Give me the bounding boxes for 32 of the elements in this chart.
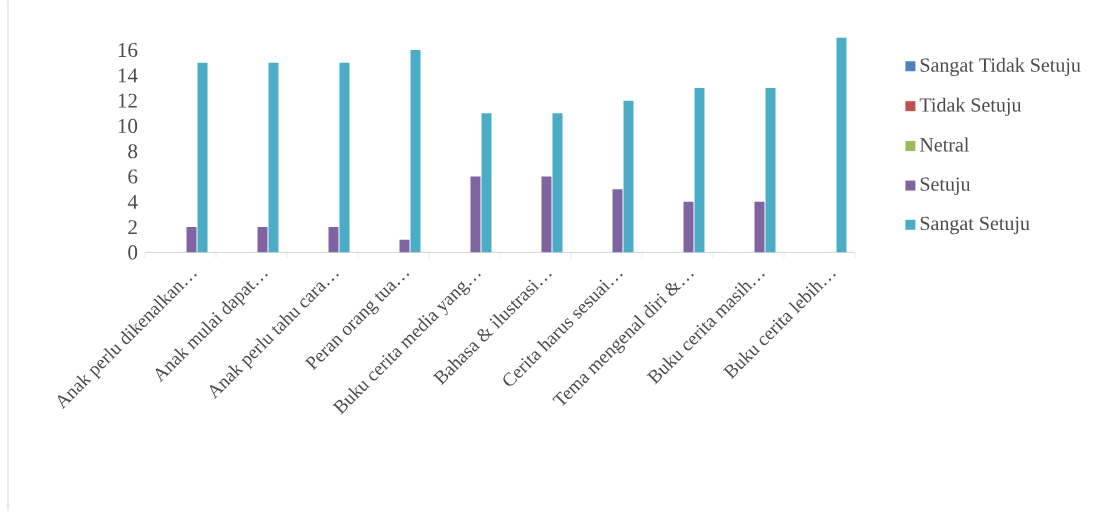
bar [623,100,634,253]
legend-label: Sangat Tidak Setuju [920,57,1081,77]
y-tick-label: 4 [127,195,138,209]
bar [268,62,279,253]
bar [481,113,492,253]
bar [186,227,197,253]
y-tick-label: 6 [128,169,138,184]
legend-label: Setuju [920,177,971,196]
legend-label: Sangat Setuju [920,216,1030,235]
y-tick-label: 14 [118,68,138,83]
y-tick-label: 12 [118,93,137,108]
bar [552,113,563,253]
bar [339,62,350,253]
bar [765,88,776,253]
bar [836,37,847,253]
bar [470,176,481,253]
y-tick-label: 10 [118,118,138,134]
y-tick-label: 2 [128,220,137,235]
bar [683,201,694,253]
bar [197,62,208,253]
bar [257,227,268,253]
y-tick-label: 0 [128,245,138,260]
y-tick-label: 16 [118,43,138,58]
bar [399,239,410,253]
bar [612,189,623,253]
bar [694,88,705,253]
bar [410,50,421,253]
y-tick-label: 8 [128,144,138,159]
legend-label: Tidak Setuju [919,97,1022,116]
legend-label: Netral [919,137,969,152]
bar [754,201,765,253]
bar [328,227,339,253]
